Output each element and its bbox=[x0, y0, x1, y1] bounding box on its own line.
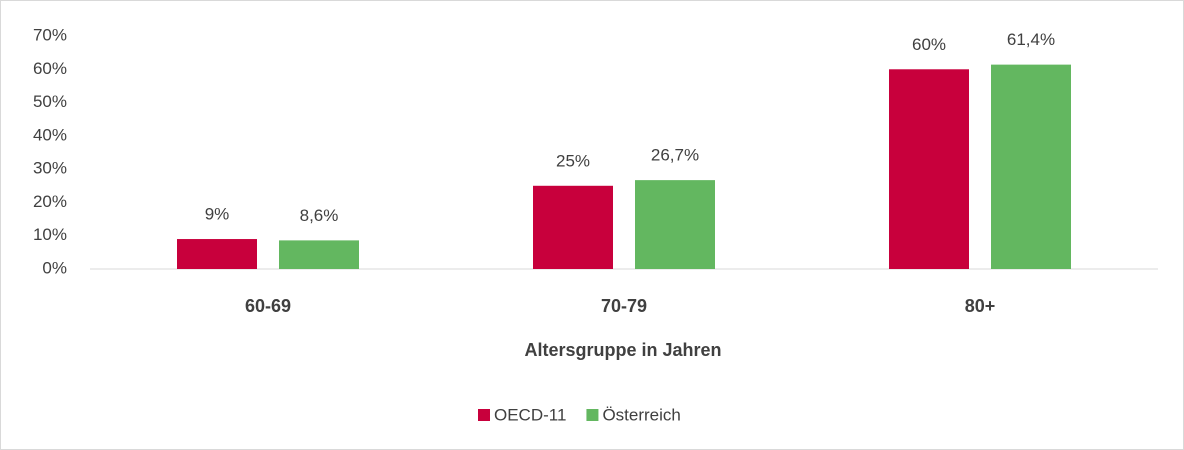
y-tick-label: 10% bbox=[33, 225, 67, 244]
y-tick-label: 0% bbox=[42, 258, 67, 277]
y-tick-label: 30% bbox=[33, 159, 67, 178]
y-tick-label: 60% bbox=[33, 59, 67, 78]
value-label: 25% bbox=[556, 151, 590, 170]
y-tick-label: 40% bbox=[33, 125, 67, 144]
bar bbox=[533, 185, 613, 269]
bar bbox=[991, 64, 1071, 269]
value-label: 61,4% bbox=[1007, 30, 1055, 49]
value-label: 9% bbox=[205, 205, 230, 224]
legend-label: OECD-11 bbox=[494, 405, 566, 424]
y-tick-label: 70% bbox=[33, 25, 67, 44]
bar bbox=[889, 69, 969, 270]
value-label: 60% bbox=[912, 35, 946, 54]
bar bbox=[635, 180, 715, 269]
x-tick-label: 80+ bbox=[965, 296, 996, 316]
x-axis-title: Altersgruppe in Jahren bbox=[524, 340, 721, 360]
x-tick-label: 70-79 bbox=[601, 296, 647, 316]
value-label: 8,6% bbox=[300, 206, 339, 225]
value-label: 26,7% bbox=[651, 146, 699, 165]
legend-label: Österreich bbox=[602, 405, 680, 424]
y-tick-label: 20% bbox=[33, 192, 67, 211]
bar bbox=[279, 240, 359, 269]
legend-swatch bbox=[478, 409, 490, 421]
x-tick-label: 60-69 bbox=[245, 296, 291, 316]
y-tick-label: 50% bbox=[33, 92, 67, 111]
bar bbox=[177, 239, 257, 269]
legend-swatch bbox=[586, 409, 599, 421]
